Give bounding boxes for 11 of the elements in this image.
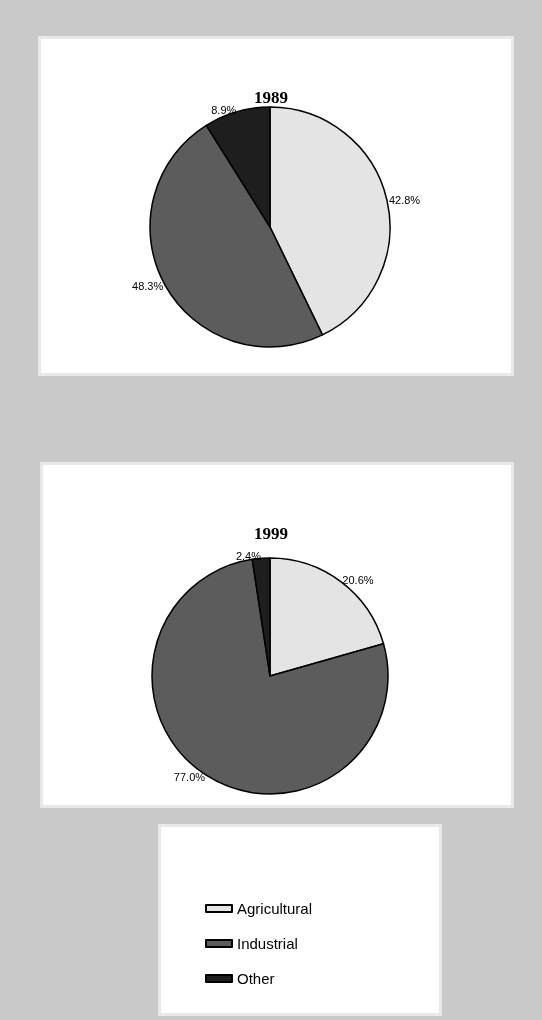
data-label: 8.9% (211, 103, 237, 116)
chart-title: 1989 (254, 88, 288, 107)
chart-title: 1999 (254, 524, 288, 543)
legend-label: Agricultural (237, 900, 313, 917)
data-label: 42.8% (388, 193, 421, 206)
legend-label: Other (237, 970, 275, 987)
data-label: 20.6% (342, 574, 374, 587)
data-label: 2.4% (235, 550, 262, 563)
data-label: 48.3% (132, 280, 164, 293)
legend-label: Industrial (237, 935, 298, 952)
data-label: 77.0% (173, 770, 206, 783)
